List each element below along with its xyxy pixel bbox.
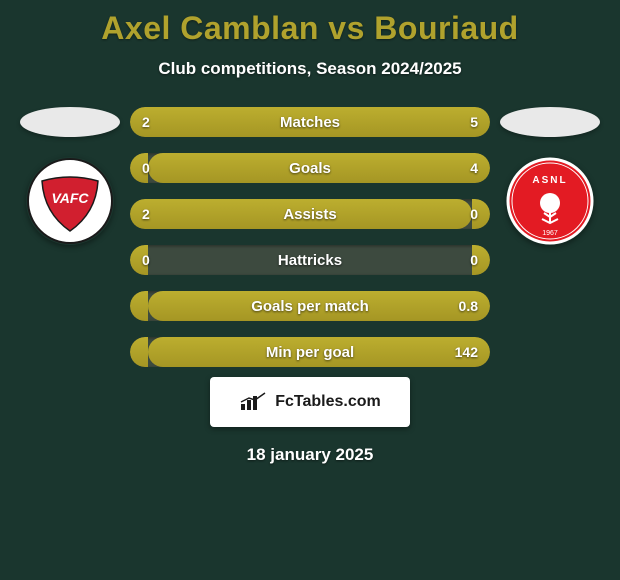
- stat-bar: Hattricks0 0: [130, 245, 490, 275]
- comparison-card: Axel Camblan vs Bouriaud Club competitio…: [0, 0, 620, 465]
- stat-value-right: 142: [455, 337, 478, 367]
- brand-text: FcTables.com: [275, 393, 381, 411]
- fctables-chart-icon: [239, 392, 269, 412]
- stat-bar: Matches2 5: [130, 107, 490, 137]
- stat-value-left: 0: [142, 245, 150, 275]
- stat-label: Hattricks: [130, 245, 490, 275]
- player-avatar-placeholder: [500, 107, 600, 137]
- stat-value-right: 0: [470, 199, 478, 229]
- svg-text:1967: 1967: [542, 230, 558, 237]
- stat-label: Goals: [130, 153, 490, 183]
- stat-label: Matches: [130, 107, 490, 137]
- player-avatar-placeholder: [20, 107, 120, 137]
- stat-label: Min per goal: [130, 337, 490, 367]
- stat-value-right: 4: [470, 153, 478, 183]
- right-player-column: ASNL 1967: [490, 107, 610, 245]
- page-title: Axel Camblan vs Bouriaud: [101, 10, 518, 47]
- brand-badge: FcTables.com: [210, 377, 410, 427]
- stat-bar: Assists2 0: [130, 199, 490, 229]
- left-player-column: VAFC: [10, 107, 130, 245]
- stat-value-right: 0.8: [459, 291, 478, 321]
- stat-bars: Matches25Goals04Assists20Hattricks00Goal…: [130, 107, 490, 367]
- left-team-badge: VAFC: [26, 157, 114, 245]
- stat-label: Assists: [130, 199, 490, 229]
- stat-bar: Min per goal142: [130, 337, 490, 367]
- stat-value-left: 2: [142, 199, 150, 229]
- stat-bar: Goals0 4: [130, 153, 490, 183]
- vafc-crest-icon: VAFC: [26, 157, 114, 245]
- asnl-crest-icon: ASNL 1967: [506, 157, 594, 245]
- stat-value-right: 5: [470, 107, 478, 137]
- stat-value-left: 2: [142, 107, 150, 137]
- stat-value-left: 0: [142, 153, 150, 183]
- svg-text:ASNL: ASNL: [532, 175, 567, 186]
- right-team-badge: ASNL 1967: [506, 157, 594, 245]
- body-row: VAFC Matches25Goals04Assists20Hattricks0…: [0, 107, 620, 367]
- stat-label: Goals per match: [130, 291, 490, 321]
- stat-bar: Goals per match0.8: [130, 291, 490, 321]
- svg-text:VAFC: VAFC: [51, 190, 89, 206]
- subtitle: Club competitions, Season 2024/2025: [158, 59, 461, 79]
- stat-value-right: 0: [470, 245, 478, 275]
- date-label: 18 january 2025: [247, 445, 374, 465]
